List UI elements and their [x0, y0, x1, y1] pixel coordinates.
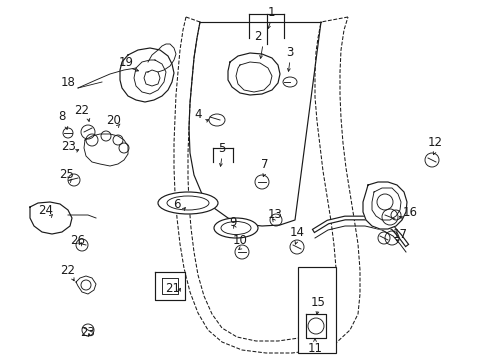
- Text: 21: 21: [165, 282, 180, 294]
- Ellipse shape: [283, 77, 296, 87]
- Text: 22: 22: [61, 265, 75, 278]
- Text: 20: 20: [106, 113, 121, 126]
- Polygon shape: [227, 53, 280, 95]
- Text: 24: 24: [39, 203, 53, 216]
- Polygon shape: [305, 314, 325, 338]
- Ellipse shape: [167, 196, 208, 210]
- Text: 15: 15: [310, 296, 325, 309]
- Polygon shape: [84, 134, 128, 166]
- Text: 13: 13: [267, 208, 282, 221]
- Text: 8: 8: [58, 111, 65, 123]
- Text: 6: 6: [173, 198, 181, 211]
- Text: 7: 7: [261, 158, 268, 171]
- Text: 23: 23: [81, 327, 95, 339]
- Ellipse shape: [214, 218, 258, 238]
- Text: 1: 1: [267, 5, 274, 18]
- Text: 12: 12: [427, 136, 442, 149]
- Text: 25: 25: [60, 168, 74, 181]
- Polygon shape: [362, 182, 406, 229]
- Text: 14: 14: [289, 226, 304, 239]
- Text: 16: 16: [402, 207, 417, 220]
- Text: 4: 4: [194, 108, 202, 122]
- Bar: [297, 267, 335, 353]
- Text: 11: 11: [307, 342, 322, 355]
- Text: 9: 9: [229, 216, 236, 229]
- Text: 5: 5: [218, 141, 225, 154]
- Text: 3: 3: [286, 45, 293, 58]
- Text: 19: 19: [118, 57, 133, 69]
- Text: 2: 2: [254, 30, 261, 42]
- Ellipse shape: [158, 192, 218, 214]
- Polygon shape: [120, 48, 174, 102]
- Text: 18: 18: [61, 76, 75, 89]
- Text: 26: 26: [70, 234, 85, 247]
- Text: 17: 17: [392, 229, 407, 242]
- Ellipse shape: [221, 221, 250, 234]
- Text: 23: 23: [61, 140, 76, 153]
- Polygon shape: [30, 202, 72, 234]
- Text: 22: 22: [74, 104, 89, 117]
- Ellipse shape: [208, 114, 224, 126]
- Text: 10: 10: [232, 234, 247, 247]
- Polygon shape: [155, 272, 184, 300]
